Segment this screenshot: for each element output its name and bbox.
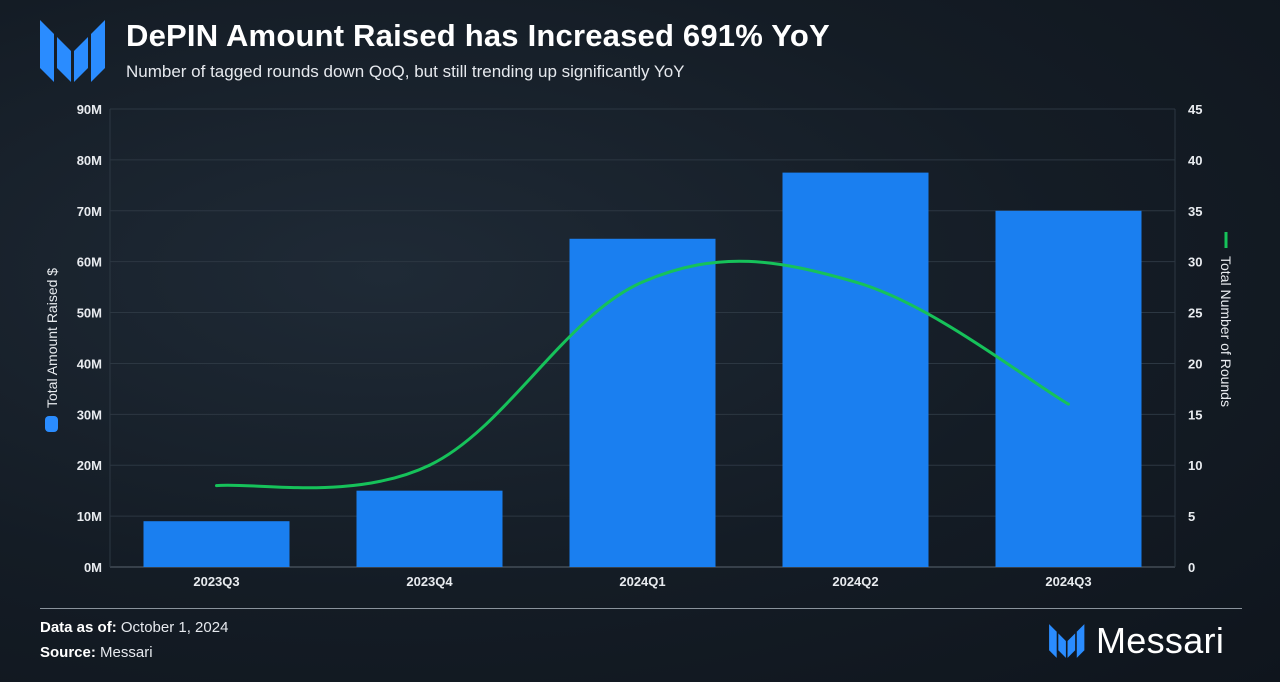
right-axis-ticks: 0 5 10 15 20 25 30 35 40 45 [1188, 102, 1202, 575]
left-tick-label: 60M [77, 255, 102, 270]
left-tick-label: 30M [77, 407, 102, 422]
rounds-point-2024Q1 [641, 280, 644, 284]
category-label: 2023Q4 [406, 574, 453, 589]
source-label: Source: [40, 644, 96, 661]
category-label: 2024Q2 [832, 574, 878, 589]
rounds-point-2024Q3 [1067, 402, 1070, 406]
data-date-value: October 1, 2024 [120, 619, 229, 636]
left-legend-swatch [45, 416, 58, 432]
left-axis-label: Total Amount Raised $ [44, 268, 60, 408]
left-tick-label: 10M [77, 509, 102, 524]
left-tick-label: 80M [77, 153, 102, 168]
left-tick-label: 90M [77, 102, 102, 117]
source-value: Messari [100, 644, 153, 661]
right-tick-label: 35 [1188, 204, 1202, 219]
category-label: 2024Q1 [619, 574, 665, 589]
left-axis-ticks: 0M 10M 20M 30M 40M 50M 60M 70M 80M 90M [77, 102, 102, 575]
left-tick-label: 40M [77, 356, 102, 371]
right-tick-label: 10 [1188, 458, 1202, 473]
right-axis-title: Total Number of Rounds [1218, 232, 1234, 407]
brand-name: Messari [1096, 620, 1225, 661]
data-source: Source: Messari [40, 644, 153, 661]
bar-2024Q3 [995, 210, 1142, 567]
brand-logo: Messari [1048, 620, 1224, 662]
bar-2024Q1 [569, 238, 716, 567]
right-tick-label: 5 [1188, 509, 1195, 524]
right-tick-label: 40 [1188, 153, 1202, 168]
chart-subtitle: Number of tagged rounds down QoQ, but st… [126, 62, 685, 81]
rounds-point-2023Q4 [428, 463, 431, 467]
rounds-point-2023Q3 [215, 484, 218, 488]
chart-area: 0M 10M 20M 30M 40M 50M 60M 70M 80M 90M 0 5 10 15 20 25… [44, 102, 1234, 589]
category-label: 2023Q3 [193, 574, 239, 589]
right-tick-label: 30 [1188, 255, 1202, 270]
bar-2024Q2 [782, 172, 929, 567]
category-label: 2024Q3 [1045, 574, 1091, 589]
right-tick-label: 0 [1188, 560, 1195, 575]
right-tick-label: 45 [1188, 102, 1202, 117]
messari-logo-icon [40, 20, 105, 82]
bar-series [143, 172, 1142, 567]
left-axis-title: Total Amount Raised $ [44, 268, 60, 432]
right-tick-label: 20 [1188, 356, 1202, 371]
right-axis-label: Total Number of Rounds [1218, 256, 1234, 407]
left-tick-label: 0M [84, 560, 102, 575]
footer-divider [40, 608, 1242, 609]
chart-title: DePIN Amount Raised has Increased 691% Y… [126, 18, 830, 53]
bar-2023Q3 [143, 521, 290, 567]
right-tick-label: 25 [1188, 306, 1202, 321]
left-tick-label: 50M [77, 306, 102, 321]
left-tick-label: 20M [77, 458, 102, 473]
category-axis-ticks: 2023Q3 2023Q4 2024Q1 2024Q2 2024Q3 [193, 574, 1091, 589]
bar-2023Q4 [356, 490, 503, 567]
right-tick-label: 15 [1188, 407, 1202, 422]
rounds-point-2024Q2 [854, 280, 857, 284]
data-date: Data as of: October 1, 2024 [40, 619, 228, 636]
data-date-label: Data as of: [40, 619, 117, 636]
left-tick-label: 70M [77, 204, 102, 219]
messari-brand-icon [1049, 624, 1085, 658]
